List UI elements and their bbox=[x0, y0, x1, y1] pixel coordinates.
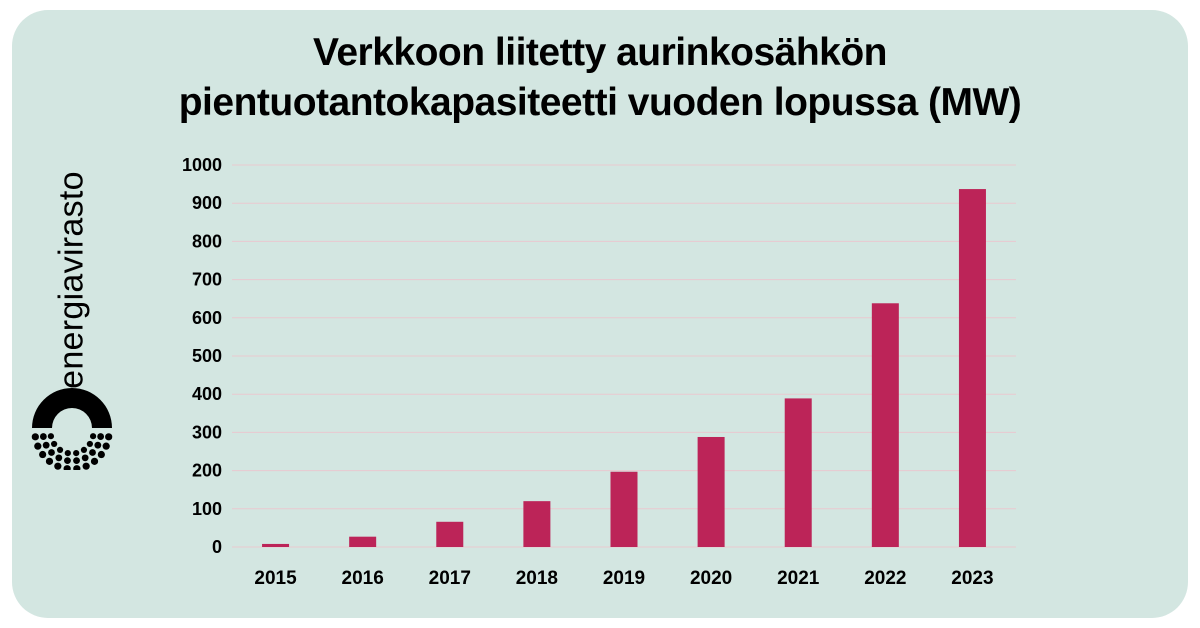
y-tick-label: 500 bbox=[192, 346, 222, 366]
logo-dot bbox=[64, 457, 71, 465]
x-tick-label: 2019 bbox=[603, 568, 645, 589]
x-tick-label: 2015 bbox=[254, 568, 297, 589]
y-tick-label: 900 bbox=[192, 193, 222, 213]
logo-dot bbox=[54, 462, 62, 470]
logo-dot bbox=[86, 440, 93, 448]
logo-dot bbox=[64, 449, 71, 457]
logo-dot bbox=[90, 457, 99, 465]
bar-2020 bbox=[697, 436, 725, 547]
y-tick-label: 0 bbox=[212, 537, 222, 557]
chart-card bbox=[12, 10, 1188, 618]
y-tick-label: 600 bbox=[192, 308, 222, 328]
logo-dot bbox=[81, 454, 89, 462]
logo-dot bbox=[94, 441, 102, 449]
chart-title-line-2: pientuotantokapasiteetti vuoden lopussa … bbox=[178, 81, 1022, 124]
logo-dot bbox=[56, 446, 64, 453]
y-axis-ticks: 0 100 200 300 400 500 600 700 800 900 1000 bbox=[182, 155, 222, 557]
logo-dot bbox=[73, 465, 81, 470]
logo-dot bbox=[48, 449, 55, 456]
logo-dot bbox=[31, 433, 39, 441]
x-tick-label: 2023 bbox=[951, 568, 993, 589]
y-tick-label: 200 bbox=[192, 461, 222, 481]
x-tick-label: 2017 bbox=[429, 568, 471, 589]
bar-2021 bbox=[784, 398, 812, 547]
bar-2018 bbox=[523, 501, 551, 547]
logo-dot bbox=[89, 433, 97, 440]
logo-dot bbox=[97, 450, 105, 459]
logo-dot bbox=[89, 449, 96, 456]
bar-2015 bbox=[262, 543, 290, 547]
logo-dot bbox=[55, 454, 63, 462]
logo-dot bbox=[34, 442, 42, 450]
logo-dot bbox=[39, 450, 47, 459]
bars bbox=[262, 189, 986, 548]
x-tick-label: 2020 bbox=[690, 568, 732, 589]
bar-2016 bbox=[349, 536, 377, 547]
y-tick-label: 700 bbox=[192, 270, 222, 290]
bar-2019 bbox=[610, 471, 638, 547]
energiavirasto-logo-icon bbox=[31, 388, 113, 470]
logo-dot bbox=[82, 462, 90, 470]
bar-2023 bbox=[958, 189, 986, 548]
logo-dot bbox=[97, 433, 105, 440]
logo-dot bbox=[45, 457, 54, 465]
bar-2022 bbox=[871, 303, 899, 547]
logo-dot bbox=[42, 441, 50, 449]
logo-dot bbox=[80, 446, 88, 453]
x-axis-ticks: 2015 2016 2017 2018 2019 2020 2021 2022 2023 bbox=[254, 568, 993, 589]
x-tick-label: 2018 bbox=[516, 568, 558, 589]
x-tick-label: 2021 bbox=[777, 568, 820, 589]
logo-dot bbox=[51, 440, 58, 448]
y-tick-label: 400 bbox=[192, 384, 222, 404]
logo-dot bbox=[102, 442, 110, 450]
y-tick-label: 300 bbox=[192, 422, 222, 442]
chart-title: Verkkoon liitetty aurinkosähkön pientuot… bbox=[0, 28, 1200, 128]
chart-title-line-1: Verkkoon liitetty aurinkosähkön bbox=[313, 31, 888, 74]
logo-dot bbox=[73, 449, 80, 457]
x-tick-label: 2022 bbox=[864, 568, 906, 589]
y-tick-label: 1000 bbox=[182, 155, 222, 175]
bar-2017 bbox=[436, 521, 464, 547]
logo-dot bbox=[105, 433, 113, 441]
x-tick-label: 2016 bbox=[342, 568, 384, 589]
logo-dot bbox=[63, 465, 71, 470]
logo-dot bbox=[39, 433, 47, 440]
logo-dot bbox=[47, 433, 55, 440]
y-tick-label: 100 bbox=[192, 499, 222, 519]
y-tick-label: 800 bbox=[192, 231, 222, 251]
logo-dot bbox=[73, 457, 80, 465]
